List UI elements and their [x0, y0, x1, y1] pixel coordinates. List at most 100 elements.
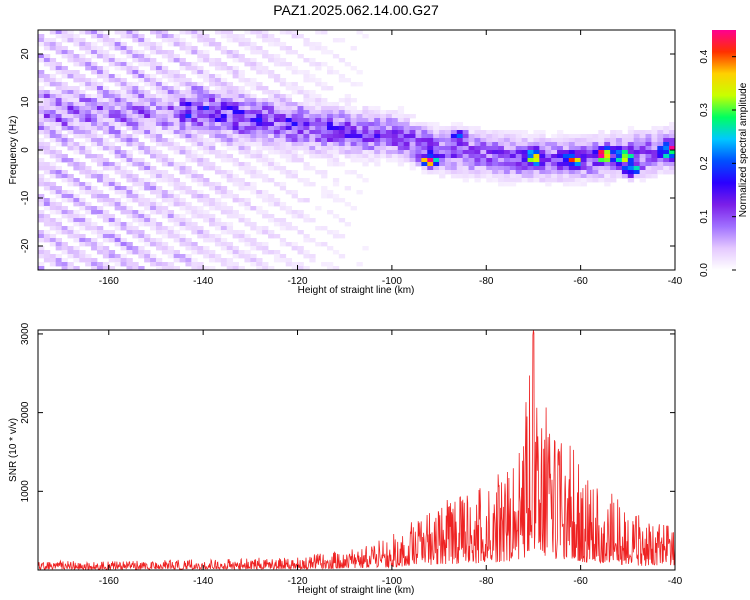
heatmap-cell [167, 34, 175, 39]
heatmap-cell [610, 138, 617, 143]
heatmap-cell [610, 150, 617, 155]
heatmap-cell [226, 134, 234, 139]
heatmap-cell [49, 190, 57, 195]
heatmap-cell [616, 138, 623, 143]
heatmap-cell [167, 210, 175, 215]
heatmap-cell [209, 214, 216, 219]
heatmap-cell [480, 138, 487, 143]
y-tick-label: 20 [20, 48, 31, 60]
heatmap-cell [209, 98, 216, 103]
heatmap-cell [374, 154, 381, 159]
heatmap-cell [144, 182, 151, 187]
heatmap-cell [43, 134, 51, 139]
heatmap-cell [462, 134, 469, 139]
heatmap-cell [55, 230, 62, 235]
heatmap-cell [73, 114, 80, 119]
heatmap-cell [633, 170, 641, 175]
heatmap-cell [197, 190, 204, 195]
heatmap-cell [332, 150, 340, 155]
heatmap-cell [102, 122, 110, 127]
heatmap-cell [244, 98, 251, 103]
heatmap-cell [61, 46, 68, 51]
heatmap-cell [350, 146, 357, 151]
heatmap-cell [167, 78, 175, 83]
heatmap-cell [38, 266, 45, 270]
heatmap-cell [185, 110, 192, 115]
heatmap-cell [220, 158, 228, 163]
heatmap-cell [262, 162, 269, 167]
heatmap-cell [586, 134, 593, 139]
heatmap-cell [138, 122, 145, 127]
heatmap-cell [85, 30, 92, 35]
heatmap-cell [285, 174, 293, 179]
heatmap-cell [220, 138, 228, 143]
heatmap-cell [214, 130, 222, 135]
heatmap-cell [297, 90, 304, 95]
heatmap-cell [621, 138, 629, 143]
heatmap-cell [138, 118, 145, 123]
heatmap-cell [279, 114, 287, 119]
heatmap-cell [167, 178, 175, 183]
heatmap-cell [321, 154, 328, 159]
heatmap-cell [533, 150, 540, 155]
heatmap-cell [73, 58, 80, 63]
heatmap-cell [209, 250, 216, 255]
heatmap-cell [91, 154, 98, 159]
heatmap-cell [291, 134, 298, 139]
heatmap-cell [161, 102, 169, 107]
heatmap-cell [114, 90, 121, 95]
heatmap-cell [474, 134, 481, 139]
heatmap-cell [385, 138, 393, 143]
heatmap-cell [262, 226, 269, 231]
heatmap-cell [409, 150, 416, 155]
heatmap-cell [150, 238, 157, 243]
heatmap-cell [244, 242, 251, 247]
heatmap-cell [645, 142, 652, 147]
heatmap-cell [85, 262, 92, 267]
heatmap-cell [120, 30, 127, 35]
heatmap-cell [309, 150, 316, 155]
colorbar-tick-label: 0.2 [699, 156, 710, 170]
heatmap-cell [108, 238, 116, 243]
heatmap-cell [256, 114, 263, 119]
heatmap-cell [309, 126, 316, 131]
heatmap-cell [85, 154, 92, 159]
heatmap-cell [321, 86, 328, 91]
heatmap-cell [203, 70, 210, 75]
heatmap-cell [480, 154, 487, 159]
heatmap-cell [67, 106, 74, 111]
heatmap-cell [238, 126, 245, 131]
heatmap-cell [102, 34, 110, 39]
heatmap-cell [161, 50, 169, 55]
heatmap-cell [610, 166, 617, 171]
heatmap-cell [291, 50, 298, 55]
heatmap-cell [403, 118, 410, 123]
heatmap-cell [362, 106, 369, 111]
heatmap-cell [91, 242, 98, 247]
heatmap-cell [96, 102, 104, 107]
heatmap-cell [503, 150, 511, 155]
heatmap-cell [179, 58, 186, 63]
heatmap-cell [38, 150, 45, 155]
heatmap-cell [610, 146, 617, 151]
heatmap-cell [108, 214, 116, 219]
heatmap-cell [315, 110, 322, 115]
heatmap-cell [67, 102, 74, 107]
heatmap-cell [108, 110, 116, 115]
heatmap-cell [108, 94, 116, 99]
heatmap-cell [108, 254, 116, 259]
heatmap-cell [486, 146, 493, 151]
heatmap-cell [43, 146, 51, 151]
heatmap-cell [214, 134, 222, 139]
heatmap-cell [161, 162, 169, 167]
heatmap-cell [96, 262, 104, 267]
heatmap-cell [645, 134, 652, 139]
heatmap-cell [138, 78, 145, 83]
heatmap-cell [303, 114, 310, 119]
heatmap-cell [73, 246, 80, 251]
heatmap-cell [598, 158, 605, 163]
heatmap-cell [291, 246, 298, 251]
heatmap-cell [38, 102, 45, 107]
heatmap-cell [321, 134, 328, 139]
